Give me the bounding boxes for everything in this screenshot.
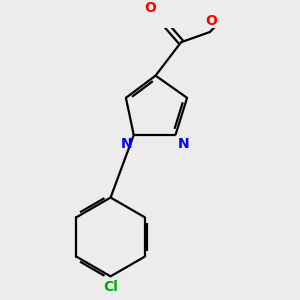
Text: Cl: Cl — [103, 280, 118, 294]
Text: O: O — [145, 1, 157, 15]
Text: O: O — [205, 14, 217, 28]
Text: N: N — [120, 137, 132, 151]
Text: N: N — [177, 137, 189, 151]
